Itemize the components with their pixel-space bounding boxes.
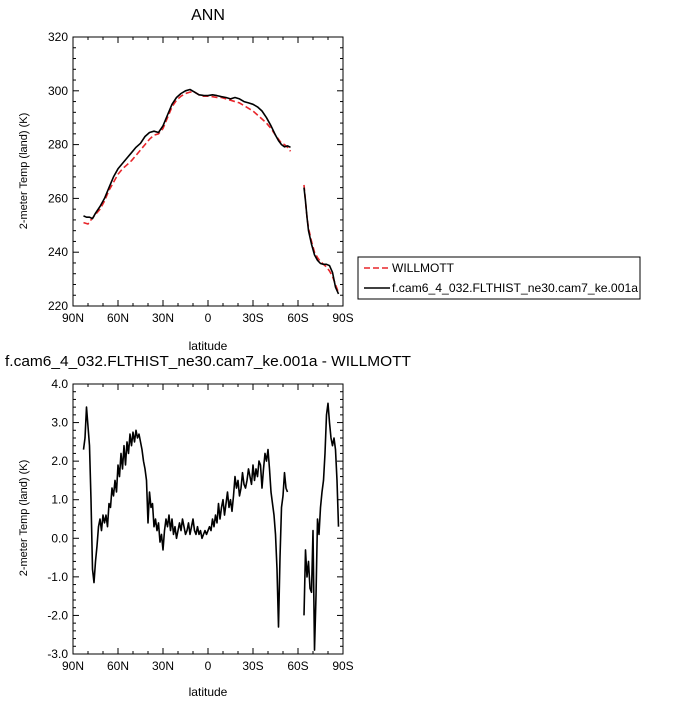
top-y-tick-label: 220 <box>48 299 68 313</box>
legend-label-willmott: WILLMOTT <box>392 261 455 275</box>
bottom-y-tick-label: 3.0 <box>51 416 68 430</box>
bottom-x-tick-label: 30N <box>152 659 174 673</box>
bottom-x-tick-label: 60N <box>107 659 129 673</box>
top-x-tick-label: 90N <box>62 311 84 325</box>
bottom-frame <box>72 383 344 655</box>
top-y-axis-label: 2-meter Temp (land) (K) <box>18 113 30 230</box>
bottom-x-tick-label: 90N <box>62 659 84 673</box>
bottom-chart: f.cam6_4_032.FLTHIST_ne30.cam7_ke.001a -… <box>5 353 411 699</box>
bottom-series-line-0 <box>82 406 289 628</box>
top-y-tick-label: 240 <box>48 245 68 259</box>
bottom-y-axis-label: 2-meter Temp (land) (K) <box>18 460 30 577</box>
top-y-tick-label: 280 <box>48 138 68 152</box>
bottom-chart-title: f.cam6_4_032.FLTHIST_ne30.cam7_ke.001a -… <box>5 353 411 370</box>
top-plot-area: 90N 60N 30N 0 30S 60S 90S 220 240 260 280 300 320 <box>48 30 354 325</box>
bottom-plot-area: 90N 60N 30N 0 30S 60S 90S -3.0 -2.0 -1.0 0.0 1.0 2.0… <box>47 377 353 673</box>
bottom-x-axis-label: latitude <box>189 685 228 699</box>
top-x-tick-label: 0 <box>205 311 212 325</box>
legend-box <box>357 256 641 300</box>
top-x-tick-label: 30S <box>242 311 263 325</box>
top-chart: ANN 90N 60N 30N 0 30S 60S 90S 220 240 260 280 300 32… <box>18 7 641 353</box>
bottom-y-tick-label: 4.0 <box>51 377 68 391</box>
legend-label-model: f.cam6_4_032.FLTHIST_ne30.cam7_ke.001a <box>392 281 638 295</box>
bottom-series-line-0 <box>303 402 340 651</box>
top-y-tick-label: 320 <box>48 30 68 44</box>
bottom-x-tick-label: 0 <box>205 659 212 673</box>
bottom-y-tick-label: -1.0 <box>47 570 68 584</box>
bottom-x-tick-label: 30S <box>242 659 263 673</box>
legend: WILLMOTT f.cam6_4_032.FLTHIST_ne30.cam7_… <box>357 256 641 300</box>
bottom-y-tick-label: 0.0 <box>51 531 68 545</box>
top-frame <box>72 36 344 307</box>
top-x-tick-label: 60N <box>107 311 129 325</box>
top-x-tick-label: 60S <box>287 311 308 325</box>
top-x-tick-label: 30N <box>152 311 174 325</box>
top-series-line-0 <box>83 91 292 225</box>
top-x-tick-label: 90S <box>332 311 353 325</box>
top-y-tick-label: 300 <box>48 84 68 98</box>
bottom-y-tick-label: -3.0 <box>47 647 68 661</box>
top-y-tick-label: 260 <box>48 191 68 205</box>
top-chart-title: ANN <box>191 7 225 24</box>
top-series-line-1 <box>303 187 340 295</box>
top-series-line-0 <box>303 184 340 293</box>
bottom-y-tick-label: 1.0 <box>51 493 68 507</box>
top-series-line-1 <box>83 88 291 220</box>
bottom-x-tick-label: 60S <box>287 659 308 673</box>
bottom-x-tick-label: 90S <box>332 659 353 673</box>
top-x-axis-label: latitude <box>189 339 228 353</box>
bottom-y-tick-label: -2.0 <box>47 608 68 622</box>
bottom-y-tick-label: 2.0 <box>51 454 68 468</box>
